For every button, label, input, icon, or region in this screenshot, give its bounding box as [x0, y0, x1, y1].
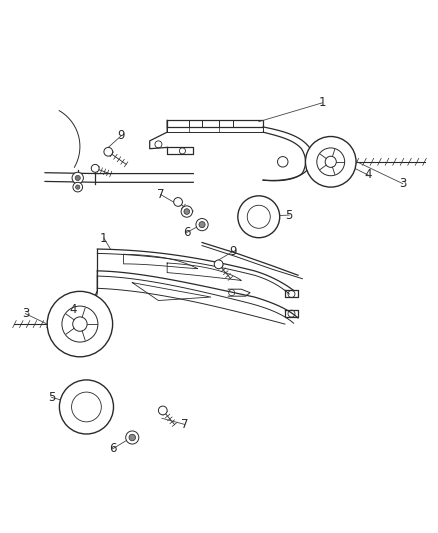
Circle shape [72, 172, 83, 183]
Circle shape [73, 317, 87, 332]
Text: 3: 3 [398, 177, 406, 190]
Text: 6: 6 [109, 442, 116, 455]
Text: 9: 9 [228, 245, 236, 258]
Circle shape [181, 206, 192, 217]
Circle shape [305, 136, 355, 187]
Circle shape [75, 175, 80, 181]
Circle shape [75, 185, 80, 189]
Circle shape [125, 431, 138, 444]
Text: 7: 7 [180, 418, 188, 431]
Circle shape [237, 196, 279, 238]
Circle shape [129, 434, 135, 441]
Text: 1: 1 [318, 96, 325, 109]
Circle shape [325, 156, 336, 167]
Circle shape [104, 148, 113, 156]
Circle shape [184, 209, 189, 214]
Circle shape [195, 219, 208, 231]
Text: 4: 4 [70, 303, 77, 316]
Text: 6: 6 [183, 226, 190, 239]
Text: 3: 3 [21, 307, 29, 320]
Text: 5: 5 [48, 391, 55, 404]
Text: 4: 4 [363, 168, 371, 181]
Text: 7: 7 [156, 188, 164, 201]
Circle shape [198, 222, 205, 228]
Text: 5: 5 [285, 208, 292, 222]
Circle shape [91, 164, 99, 172]
Circle shape [47, 292, 113, 357]
Circle shape [158, 406, 167, 415]
Text: 1: 1 [100, 232, 107, 245]
Circle shape [73, 182, 82, 192]
Circle shape [214, 260, 223, 269]
Text: 9: 9 [117, 129, 125, 142]
Circle shape [173, 198, 182, 206]
Circle shape [59, 380, 113, 434]
